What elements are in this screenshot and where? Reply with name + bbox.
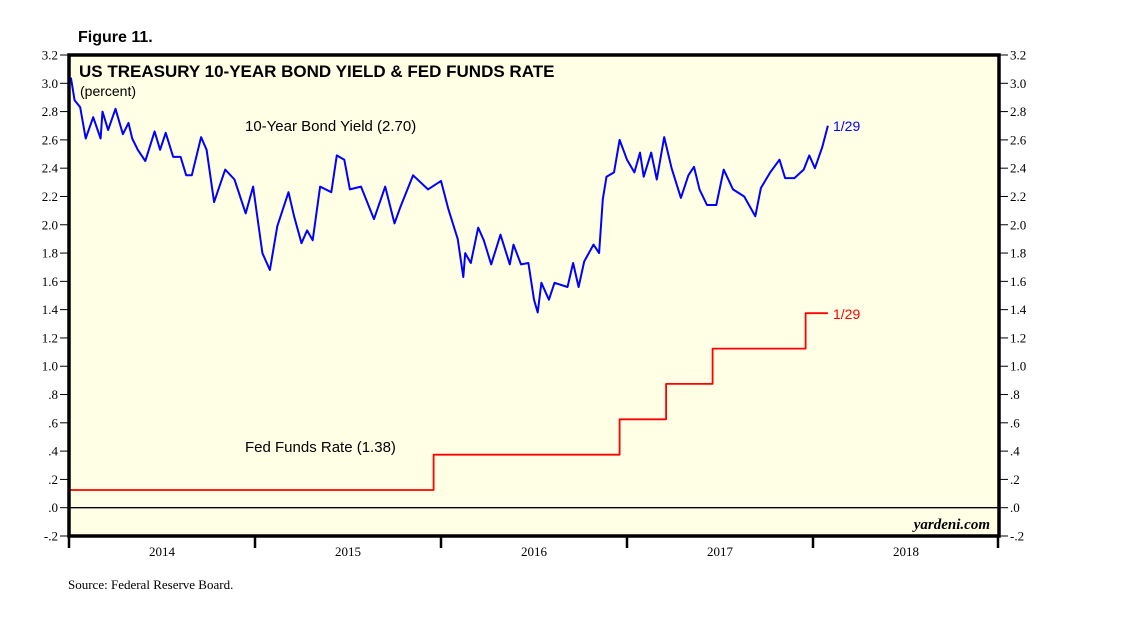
y-tick-label-left: .6 — [48, 415, 58, 430]
y-tick-label-left: 1.8 — [42, 246, 58, 261]
chart-subtitle: (percent) — [80, 83, 136, 99]
series-layer — [68, 77, 829, 491]
y-tick-label-left: 3.2 — [42, 48, 58, 63]
y-tick-label-right: 2.2 — [1010, 189, 1026, 204]
source-note: Source: Federal Reserve Board. — [68, 577, 233, 592]
y-tick-label-left: .4 — [48, 444, 58, 459]
y-tick-label-right: 1.0 — [1010, 359, 1026, 374]
x-tick-label: 2014 — [149, 544, 176, 559]
figure-label: Figure 11. — [78, 29, 153, 46]
x-tick-label: 2017 — [707, 544, 734, 559]
fed-funds-line — [69, 312, 828, 491]
y-tick-label-left: -.2 — [44, 529, 58, 544]
y-tick-label-left: 2.2 — [42, 189, 58, 204]
y-tick-label-right: 1.4 — [1010, 302, 1027, 317]
y-tick-label-right: .6 — [1010, 415, 1020, 430]
series-label-fed-funds: Fed Funds Rate (1.38) — [245, 439, 396, 456]
y-tick-label-right: -.2 — [1010, 529, 1024, 544]
x-tick-label: 2018 — [893, 544, 919, 559]
y-tick-label-right: 3.0 — [1010, 76, 1026, 91]
x-tick-label: 2015 — [335, 544, 361, 559]
chart-title: US TREASURY 10-YEAR BOND YIELD & FED FUN… — [79, 62, 554, 81]
y-tick-label-right: 2.4 — [1010, 161, 1027, 176]
y-tick-label-right: 3.2 — [1010, 48, 1026, 63]
y-tick-label-right: 1.2 — [1010, 330, 1026, 345]
y-tick-label-right: .8 — [1010, 387, 1020, 402]
watermark: yardeni.com — [912, 517, 990, 533]
y-tick-label-left: 3.0 — [42, 76, 58, 91]
y-tick-label-left: .8 — [48, 387, 58, 402]
y-tick-label-right: 2.0 — [1010, 217, 1026, 232]
y-tick-label-left: 2.0 — [42, 217, 58, 232]
axes: 3.2 3.2 3.0 3.0 2.8 2.8 2.6 2.6 2.4 2.4 2.2 2.2 2.0 2… — [42, 48, 1027, 560]
end-label-fed-funds: 1/29 — [833, 306, 860, 322]
y-tick-label-left: 1.6 — [42, 274, 59, 289]
y-tick-label-right: .0 — [1010, 500, 1020, 515]
y-tick-label-right: 2.6 — [1010, 132, 1027, 147]
plot-frame — [67, 53, 1001, 538]
bond-yield-line — [69, 77, 829, 314]
y-tick-label-right: 1.8 — [1010, 246, 1026, 261]
y-tick-label-right: 2.8 — [1010, 104, 1026, 119]
end-label-bond-yield: 1/29 — [833, 118, 860, 134]
y-tick-label-left: 1.4 — [42, 302, 59, 317]
y-tick-label-left: .2 — [48, 472, 58, 487]
y-tick-label-left: 1.0 — [42, 359, 58, 374]
y-tick-label-left: .0 — [48, 500, 58, 515]
y-tick-label-left: 1.2 — [42, 330, 58, 345]
x-tick-label: 2016 — [521, 544, 548, 559]
y-tick-label-left: 2.4 — [42, 161, 59, 176]
y-tick-label-right: .2 — [1010, 472, 1020, 487]
y-tick-label-right: .4 — [1010, 444, 1020, 459]
y-tick-label-left: 2.6 — [42, 132, 59, 147]
series-label-bond-yield: 10-Year Bond Yield (2.70) — [245, 118, 416, 135]
y-tick-label-left: 2.8 — [42, 104, 58, 119]
y-tick-label-right: 1.6 — [1010, 274, 1027, 289]
